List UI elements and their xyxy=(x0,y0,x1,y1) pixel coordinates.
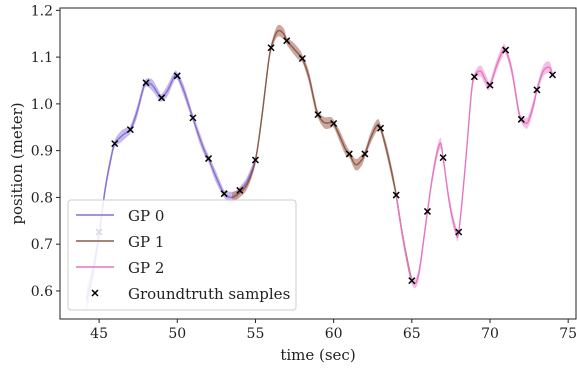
x-tick-label: 60 xyxy=(325,326,343,342)
sample-point xyxy=(283,37,291,45)
legend-label: GP 1 xyxy=(128,233,164,251)
sample-point xyxy=(345,150,353,158)
x-tick-label: 55 xyxy=(247,326,265,342)
x-tick-label: 50 xyxy=(168,326,186,342)
x-axis-ticks: 45 50 55 60 65 70 75 xyxy=(90,319,577,342)
sample-point xyxy=(486,81,494,89)
sample-point xyxy=(205,155,213,163)
x-tick-label: 70 xyxy=(481,326,499,342)
sample-point xyxy=(298,54,306,63)
sample-point xyxy=(423,207,431,215)
sample-point xyxy=(502,46,510,54)
x-tick-label: 65 xyxy=(403,326,421,342)
y-axis-ticks: 0.6 0.7 0.8 0.9 1.0 1.1 1.2 xyxy=(31,3,60,300)
sample-point xyxy=(267,44,275,52)
y-tick-label: 0.8 xyxy=(31,190,53,206)
legend-label: Groundtruth samples xyxy=(128,285,290,303)
y-axis-label: position (meter) xyxy=(8,102,26,224)
y-tick-label: 0.6 xyxy=(31,284,53,300)
sample-point xyxy=(142,79,150,87)
sample-point xyxy=(330,119,338,128)
legend-label: GP 2 xyxy=(128,259,164,277)
y-tick-label: 1.2 xyxy=(31,3,53,19)
x-tick-label: 75 xyxy=(559,326,577,342)
sample-point xyxy=(549,71,557,79)
legend-entry: Groundtruth samples xyxy=(91,285,290,303)
sample-point xyxy=(251,156,259,164)
sample-point xyxy=(361,150,369,158)
sample-point xyxy=(236,186,244,194)
y-tick-label: 1.0 xyxy=(31,97,53,113)
legend-entry: GP 1 xyxy=(76,233,164,251)
band-series-2 xyxy=(396,43,553,289)
line-series-1 xyxy=(231,29,413,281)
legend-entry: GP 2 xyxy=(76,259,164,277)
sample-point xyxy=(111,140,119,148)
x-axis-label: time (sec) xyxy=(280,346,355,364)
sample-point xyxy=(533,86,541,94)
sample-point xyxy=(126,126,134,134)
line-series-2 xyxy=(395,47,554,285)
sample-point xyxy=(158,94,166,102)
sample-point xyxy=(314,111,322,119)
y-tick-label: 1.1 xyxy=(31,50,53,66)
y-tick-label: 0.7 xyxy=(31,237,53,253)
legend: GP 0 GP 1 GP 2 Groundtruth samples xyxy=(67,199,297,311)
y-tick-label: 0.9 xyxy=(31,144,53,160)
legend-label: GP 0 xyxy=(128,207,164,225)
sample-point xyxy=(455,228,463,236)
sample-point xyxy=(439,154,447,162)
x-tick-label: 45 xyxy=(90,326,108,342)
sample-point xyxy=(408,277,416,285)
sample-point xyxy=(189,114,197,122)
sample-point xyxy=(392,191,400,199)
sample-point xyxy=(470,73,478,81)
sample-point xyxy=(220,190,228,198)
sample-point xyxy=(173,72,181,80)
sample-point xyxy=(377,124,385,132)
legend-entry: GP 0 xyxy=(76,207,164,225)
sample-point xyxy=(517,115,525,123)
plot-frame xyxy=(59,7,577,320)
